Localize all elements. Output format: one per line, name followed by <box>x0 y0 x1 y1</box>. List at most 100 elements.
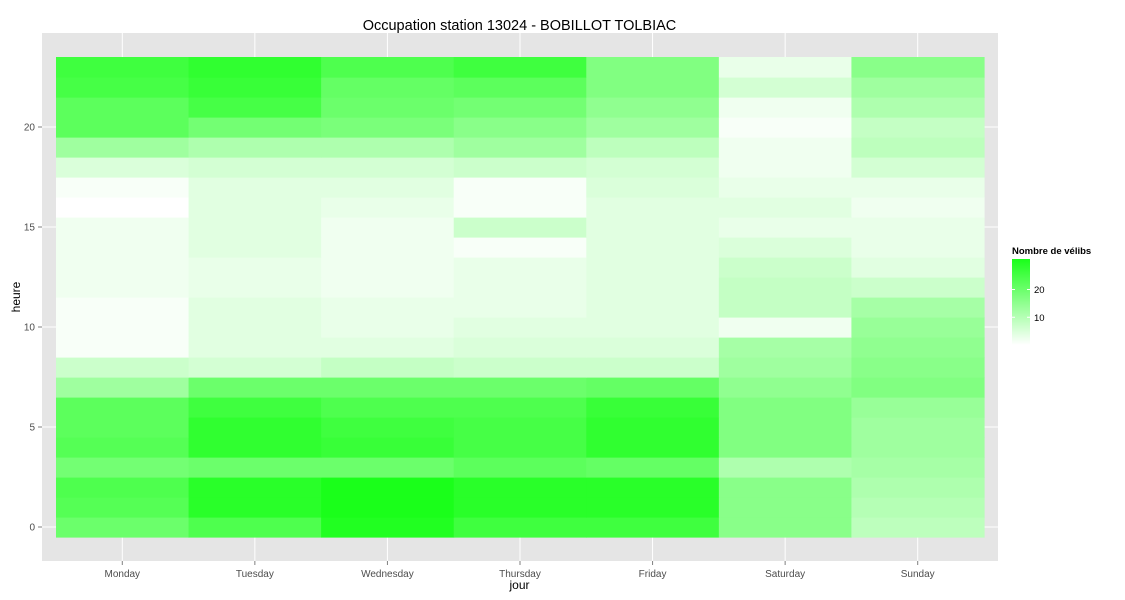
heatmap-cell <box>56 217 190 238</box>
heatmap-cell <box>56 397 190 418</box>
heatmap-cell <box>453 57 587 78</box>
x-axis: Monday Tuesday Wednesday Thursday Friday Satu… <box>104 561 935 580</box>
heatmap-cell <box>56 517 190 538</box>
heatmap-cell <box>718 337 853 358</box>
heatmap-cell <box>851 397 985 418</box>
heatmap-cell <box>56 417 190 438</box>
heatmap-cell <box>718 237 853 258</box>
heatmap-cell <box>56 97 190 118</box>
heatmap-cell <box>321 217 455 238</box>
heatmap-cell <box>188 277 322 298</box>
heatmap-cell <box>321 77 455 98</box>
heatmap-cell <box>851 237 985 258</box>
heatmap-cell <box>586 197 720 218</box>
heatmap-cell <box>718 177 853 198</box>
heatmap-cell <box>586 97 720 118</box>
heatmap-cell <box>188 437 322 458</box>
heatmap-cell <box>586 217 720 238</box>
heatmap-cell <box>718 357 853 378</box>
heatmap-cell <box>453 397 587 418</box>
heatmap-cell <box>321 337 455 358</box>
heatmap-cell <box>718 417 853 438</box>
heatmap-cell <box>851 177 985 198</box>
heatmap-cell <box>321 457 455 478</box>
heatmap-cell <box>321 417 455 438</box>
heatmap-cell <box>718 297 853 318</box>
heatmap-cell <box>586 457 720 478</box>
heatmap-cell <box>453 497 587 518</box>
heatmap-cell <box>718 157 853 178</box>
heatmap-cell <box>718 257 853 278</box>
heatmap-cell <box>851 317 985 338</box>
heatmap-cell <box>851 437 985 458</box>
heatmap-cell <box>188 397 322 418</box>
heatmap-cell <box>586 517 720 538</box>
heatmap-cell <box>188 117 322 138</box>
heatmap-cell <box>56 337 190 358</box>
x-tick-label: Friday <box>639 569 667 580</box>
heatmap-cell <box>321 377 455 398</box>
heatmap-cell <box>321 297 455 318</box>
heatmap-cell <box>718 317 853 338</box>
heatmap-cell <box>453 177 587 198</box>
heatmap-cell <box>586 437 720 458</box>
heatmap-cell <box>56 77 190 98</box>
heatmap-cell <box>851 477 985 498</box>
heatmap-cell <box>453 317 587 338</box>
heatmap-cell <box>718 457 853 478</box>
heatmap-cell <box>453 357 587 378</box>
heatmap-cell <box>586 357 720 378</box>
heatmap-cell <box>188 417 322 438</box>
x-tick-label: Wednesday <box>361 569 414 580</box>
heatmap-cell <box>453 137 587 158</box>
heatmap-cell <box>453 297 587 318</box>
heatmap-cell <box>453 277 587 298</box>
heatmap-cell <box>851 377 985 398</box>
heatmap-cell <box>188 477 322 498</box>
heatmap-cell <box>56 117 190 138</box>
heatmap-cell <box>586 57 720 78</box>
heatmap-cell <box>188 197 322 218</box>
heatmap-cell <box>586 277 720 298</box>
heatmap-cell <box>56 357 190 378</box>
heatmap-cell <box>188 517 322 538</box>
chart-title: Occupation station 13024 - BOBILLOT TOLB… <box>363 18 677 34</box>
heatmap-cell <box>321 517 455 538</box>
heatmap-cell <box>718 217 853 238</box>
heatmap-cell <box>453 437 587 458</box>
heatmap-cell <box>453 117 587 138</box>
heatmap-cell <box>718 137 853 158</box>
heatmap-cell <box>188 377 322 398</box>
heatmap-cell <box>851 497 985 518</box>
heatmap-cell <box>453 377 587 398</box>
heatmap-cell <box>56 317 190 338</box>
legend-ticks: 10 20 <box>1012 285 1045 324</box>
heatmap-cell <box>56 157 190 178</box>
heatmap-cell <box>56 377 190 398</box>
heatmap-cell <box>718 77 853 98</box>
heatmap-cell <box>851 157 985 178</box>
heatmap-cell <box>321 497 455 518</box>
legend-colorbar <box>1012 259 1030 345</box>
heatmap-cell <box>56 297 190 318</box>
heatmap-cell <box>586 477 720 498</box>
heatmap-cell <box>586 117 720 138</box>
heatmap-tiles <box>56 57 985 538</box>
heatmap-cell <box>188 97 322 118</box>
heatmap-cell <box>851 57 985 78</box>
heatmap-cell <box>321 357 455 378</box>
heatmap-cell <box>321 317 455 338</box>
heatmap-cell <box>453 197 587 218</box>
heatmap-cell <box>453 97 587 118</box>
heatmap-cell <box>453 237 587 258</box>
heatmap-cell <box>453 417 587 438</box>
heatmap-cell <box>718 117 853 138</box>
heatmap-cell <box>321 277 455 298</box>
heatmap-cell <box>321 437 455 458</box>
heatmap-cell <box>56 457 190 478</box>
heatmap-cell <box>188 337 322 358</box>
heatmap-cell <box>718 497 853 518</box>
heatmap-cell <box>586 137 720 158</box>
heatmap-cell <box>453 457 587 478</box>
heatmap-cell <box>188 497 322 518</box>
